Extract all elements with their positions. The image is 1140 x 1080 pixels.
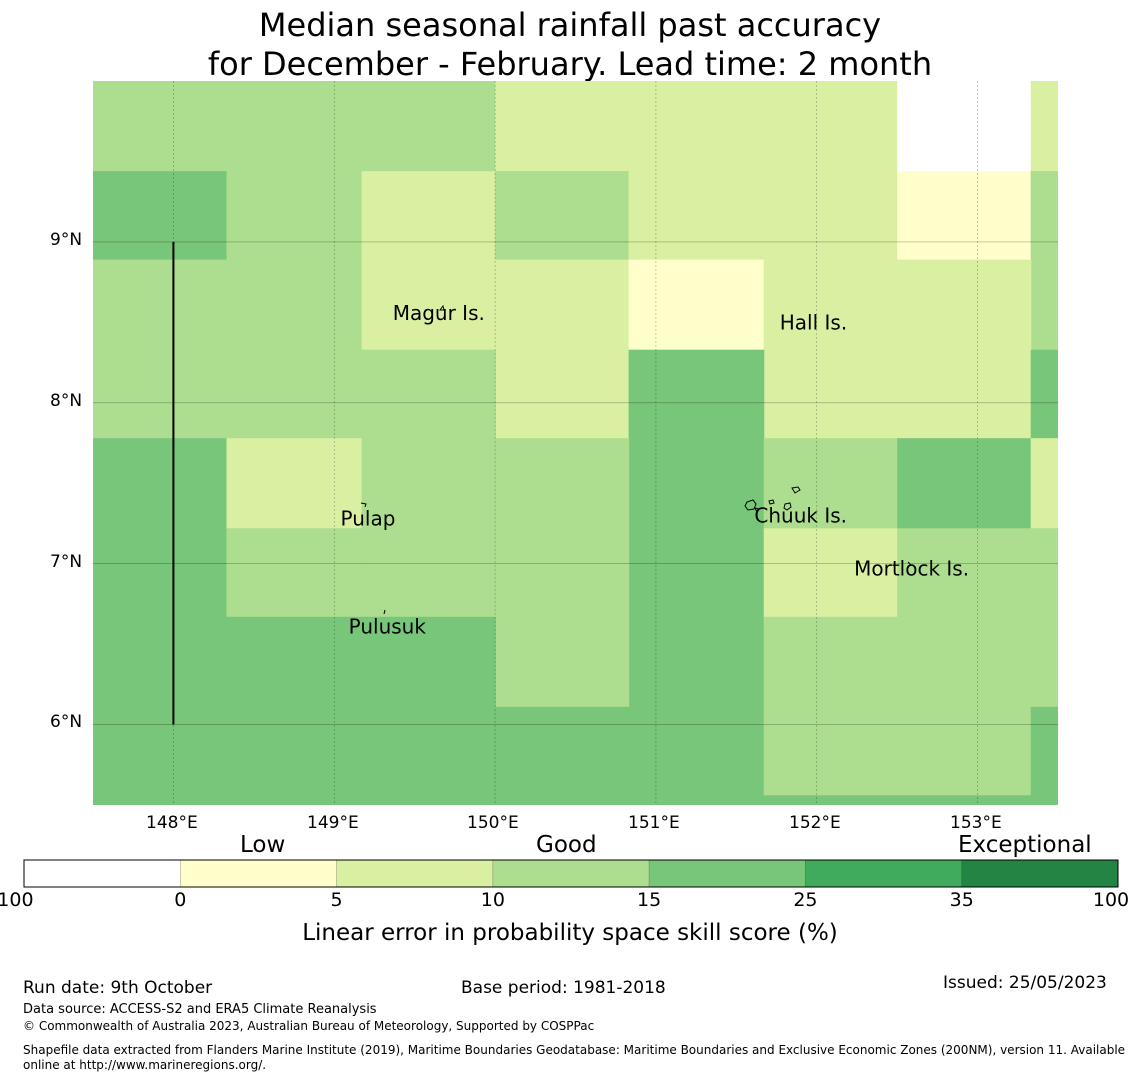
grid-cell (1030, 81, 1058, 172)
colorbar-label: Linear error in probability space skill … (302, 920, 838, 946)
grid-cell (361, 171, 496, 261)
grid-cell (361, 81, 496, 172)
lon-tick-label: 148°E (146, 813, 198, 833)
pulusuk-island-shape (383, 609, 386, 615)
place-label: Hall Is. (780, 310, 847, 334)
colorbar-tick-label: 0 (174, 889, 187, 911)
grid-cell (763, 259, 1032, 439)
island-outlines (360, 304, 912, 615)
shapefile-credit: Shapefile data extracted from Flanders M… (23, 1043, 1126, 1072)
lat-tick-label: 8°N (50, 391, 83, 411)
colorbar-category-good: Good (536, 832, 597, 858)
lon-tick-label: 150°E (467, 813, 519, 833)
place-label: Pulap (341, 507, 396, 531)
magur-island-shape (439, 304, 445, 311)
pulap-island-shape (360, 502, 367, 508)
grid-cell (226, 438, 363, 529)
mortlock-island-shape (907, 561, 912, 566)
grid-cell (93, 171, 228, 261)
grid-cell (361, 438, 496, 618)
grid-cell (897, 81, 1032, 172)
lon-tick-label: 151°E (628, 813, 680, 833)
skill-score-grid (93, 81, 1058, 805)
grid-cell (93, 81, 363, 172)
grid-cell (495, 171, 630, 261)
rainfall-accuracy-map: Magur Is. Hall Is. Pulap Chuuk Is. Mortlock … (93, 81, 1058, 805)
colorbar-category-low: Low (240, 832, 286, 858)
colorbar (23, 859, 1119, 888)
colorbar-category-exceptional: Exceptional (958, 832, 1092, 858)
base-period: Base period: 1981-2018 (461, 978, 666, 998)
colorbar-segment (961, 859, 1119, 888)
run-date: Run date: 9th October (23, 978, 213, 998)
grid-cell (897, 171, 1032, 261)
grid-cell (361, 259, 496, 351)
colorbar-segment (648, 859, 806, 888)
grid-cell (628, 171, 898, 261)
lon-tick-label: 149°E (307, 813, 359, 833)
lon-tick-label: 152°E (789, 813, 841, 833)
grid-cell (628, 349, 765, 805)
grid-cell (763, 438, 898, 529)
chuuk-lagoon-shape (744, 486, 801, 513)
grid-cell (226, 528, 363, 618)
data-source: Data source: ACCESS-S2 and ERA5 Climate … (23, 1002, 377, 1017)
colorbar-tick-label: 10 (480, 889, 505, 911)
grid-cell (897, 438, 1032, 529)
lon-tick-label: 153°E (950, 813, 1002, 833)
colorbar-segment (805, 859, 963, 888)
grid-cell (495, 706, 630, 805)
grid-cell (226, 616, 496, 805)
grid-cell (495, 81, 898, 172)
grid-cell (93, 259, 363, 351)
grid-cell (93, 438, 228, 805)
place-label: Pulusuk (349, 615, 427, 639)
lat-tick-label: 7°N (50, 552, 83, 572)
grid-cell (495, 438, 630, 708)
colorbar-segment (23, 859, 181, 888)
colorbar-tick-label: 5 (330, 889, 343, 911)
copyright: © Commonwealth of Australia 2023, Austra… (23, 1019, 595, 1033)
place-labels: Magur Is. Hall Is. Pulap Chuuk Is. Mortlock … (341, 301, 970, 639)
map-title-line-2: for December - February. Lead time: 2 mo… (207, 45, 933, 83)
grid-cell (226, 171, 363, 261)
lat-tick-label: 6°N (50, 712, 83, 732)
grid-cell (763, 616, 1032, 796)
colorbar-tick-label: 15 (637, 889, 662, 911)
grid-cell (763, 795, 1032, 805)
colorbar-tick-label: 25 (793, 889, 818, 911)
colorbar-tick-label: -100 (0, 889, 34, 911)
place-label: Mortlock Is. (854, 557, 969, 581)
graticule (93, 81, 1058, 805)
colorbar-frame (23, 859, 1119, 888)
issued-date: Issued: 25/05/2023 (943, 973, 1107, 993)
place-label: Magur Is. (393, 301, 485, 325)
grid-cell (93, 349, 496, 439)
colorbar-segment (336, 859, 494, 888)
grid-cell (763, 528, 898, 618)
lat-tick-label: 9°N (50, 230, 83, 250)
colorbar-segment (179, 859, 337, 888)
colorbar-tick-label: 35 (949, 889, 974, 911)
colorbar-tick-label: 100 (1092, 889, 1130, 911)
grid-cell (1030, 171, 1058, 351)
grid-cell (628, 259, 765, 351)
place-label: Chuuk Is. (754, 504, 847, 528)
grid-cell (495, 259, 630, 439)
grid-cell (1030, 349, 1058, 439)
colorbar-segment (492, 859, 650, 888)
grid-cell (1030, 706, 1058, 805)
map-title-line-1: Median seasonal rainfall past accuracy (258, 6, 882, 44)
grid-cell (1030, 438, 1058, 529)
